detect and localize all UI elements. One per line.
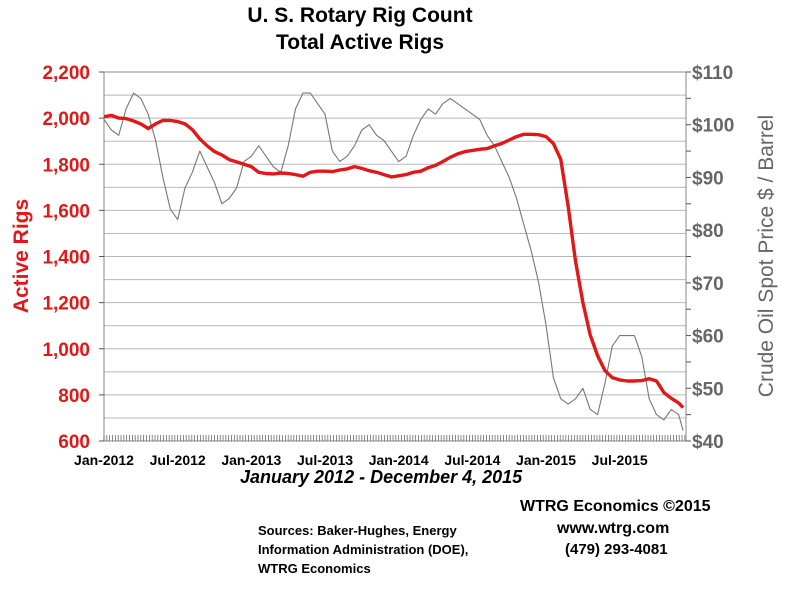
chart-title: U. S. Rotary Rig Count — [247, 4, 473, 27]
chart-title-line2: Total Active Rigs — [275, 31, 445, 54]
left-tick-label: 1,600 — [42, 201, 90, 222]
left-tick-label: 600 — [58, 432, 90, 453]
left-tick-label: 1,800 — [42, 155, 90, 176]
right-tick-label: $40 — [692, 432, 724, 453]
x-tick-label: Jul-2013 — [297, 452, 353, 468]
x-tick-label: Jan-2015 — [516, 452, 576, 468]
right-tick-label: $90 — [692, 168, 724, 189]
right-tick-label: $110 — [692, 63, 733, 84]
company-credit: WTRG Economics ©2015 — [520, 498, 711, 515]
left-axis-label: Active Rigs — [10, 199, 33, 313]
right-tick-label: $50 — [692, 379, 724, 400]
right-tick-label: $80 — [692, 221, 724, 242]
oil-price-line — [103, 92, 684, 431]
left-tick-label: 1,400 — [42, 248, 90, 269]
phone-text: (479) 293-4081 — [565, 541, 668, 558]
x-tick-label: Jan-2014 — [369, 452, 429, 468]
sources-line-1: Sources: Baker-Hughes, Energy — [258, 523, 457, 538]
left-tick-label: 1,000 — [42, 340, 90, 361]
x-tick-label: Jul-2015 — [592, 452, 648, 468]
x-tick-label: Jan-2012 — [74, 452, 134, 468]
x-tick-label: Jan-2013 — [221, 452, 281, 468]
x-axis-ticks — [103, 435, 686, 441]
left-axis: 600 800 1,000 1,200 1,400 1,600 1,800 2,000 2,20… — [42, 63, 104, 453]
x-axis-labels: Jan-2012 Jul-2012 Jan-2013 Jul-2013 Jan-2014… — [74, 452, 648, 468]
x-tick-label: Jul-2014 — [444, 452, 500, 468]
right-tick-label: $60 — [692, 327, 724, 348]
right-tick-label: $100 — [692, 116, 734, 137]
sources-line-2: Information Administration (DOE), — [258, 542, 469, 557]
website-text: www.wtrg.com — [557, 520, 670, 537]
left-tick-label: 800 — [58, 386, 90, 407]
x-tick-label: Jul-2012 — [150, 452, 206, 468]
left-tick-label: 1,200 — [42, 294, 90, 315]
series-lines — [103, 92, 685, 431]
left-tick-label: 2,200 — [42, 63, 90, 84]
right-axis: $40 $50 $60 $70 $80 $90 $100 $110 — [686, 63, 734, 453]
left-tick-label: 2,000 — [42, 109, 90, 130]
right-tick-label: $70 — [692, 274, 724, 295]
sources-line-3: WTRG Economics — [258, 561, 371, 576]
right-axis-label: Crude Oil Spot Price $ / Barrel — [755, 115, 778, 397]
rig-count-line — [103, 113, 685, 409]
